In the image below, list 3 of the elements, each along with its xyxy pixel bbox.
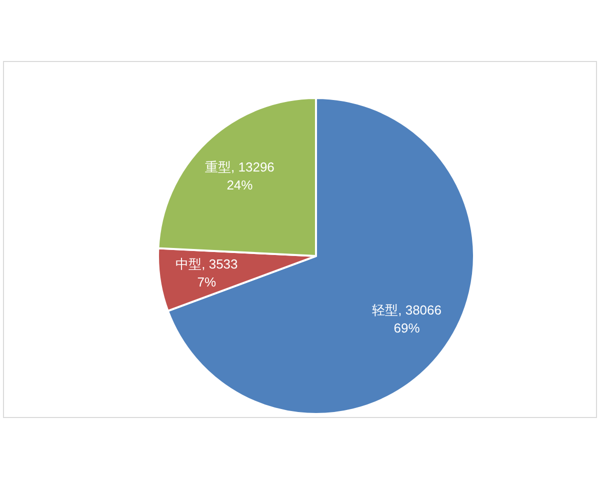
slice-label: 重型, 13296 24%: [205, 159, 274, 192]
slice-label: 轻型, 38066 69%: [372, 302, 442, 336]
slice-label: 中型, 3533 7%: [176, 256, 238, 290]
